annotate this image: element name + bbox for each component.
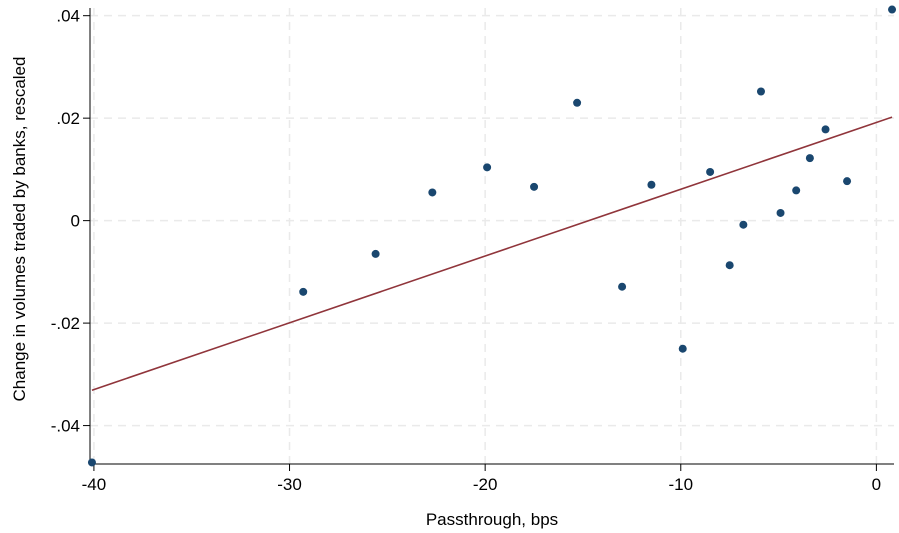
data-point xyxy=(530,182,539,191)
y-axis-title: Change in volumes traded by banks, resca… xyxy=(10,57,29,402)
x-tick-label: -40 xyxy=(82,475,107,494)
y-tick-label: -.02 xyxy=(51,314,80,333)
data-point xyxy=(756,87,765,96)
data-point xyxy=(725,261,734,270)
data-points xyxy=(87,5,897,467)
data-point xyxy=(428,188,437,197)
data-point xyxy=(706,167,715,176)
x-tick-label: -20 xyxy=(473,475,498,494)
y-axis-ticks: -.04 -.02 0 .02 .04 xyxy=(51,7,90,436)
data-point xyxy=(678,344,687,353)
data-point xyxy=(618,282,627,291)
x-axis-title: Passthrough, bps xyxy=(426,510,558,529)
data-point xyxy=(739,220,748,229)
data-point xyxy=(299,287,308,296)
y-tick-label: .04 xyxy=(56,7,80,26)
x-axis-ticks: -40 -30 -20 -10 0 xyxy=(82,464,881,494)
fit-line-group xyxy=(91,116,893,391)
data-point xyxy=(821,125,830,134)
data-point xyxy=(647,180,656,189)
y-tick-label: 0 xyxy=(71,212,80,231)
data-point xyxy=(573,98,582,107)
data-point xyxy=(483,163,492,172)
x-tick-label: 0 xyxy=(872,475,881,494)
fit-line xyxy=(91,116,893,391)
data-point xyxy=(371,249,380,258)
y-tick-label: .02 xyxy=(56,109,80,128)
data-point xyxy=(843,177,852,186)
x-tick-label: -30 xyxy=(277,475,302,494)
data-point xyxy=(792,186,801,195)
y-tick-label: -.04 xyxy=(51,417,80,436)
data-point xyxy=(805,154,814,163)
x-tick-label: -10 xyxy=(668,475,693,494)
data-point xyxy=(87,458,96,467)
data-point xyxy=(888,5,897,14)
data-point xyxy=(776,208,785,217)
grid-lines xyxy=(90,8,894,464)
